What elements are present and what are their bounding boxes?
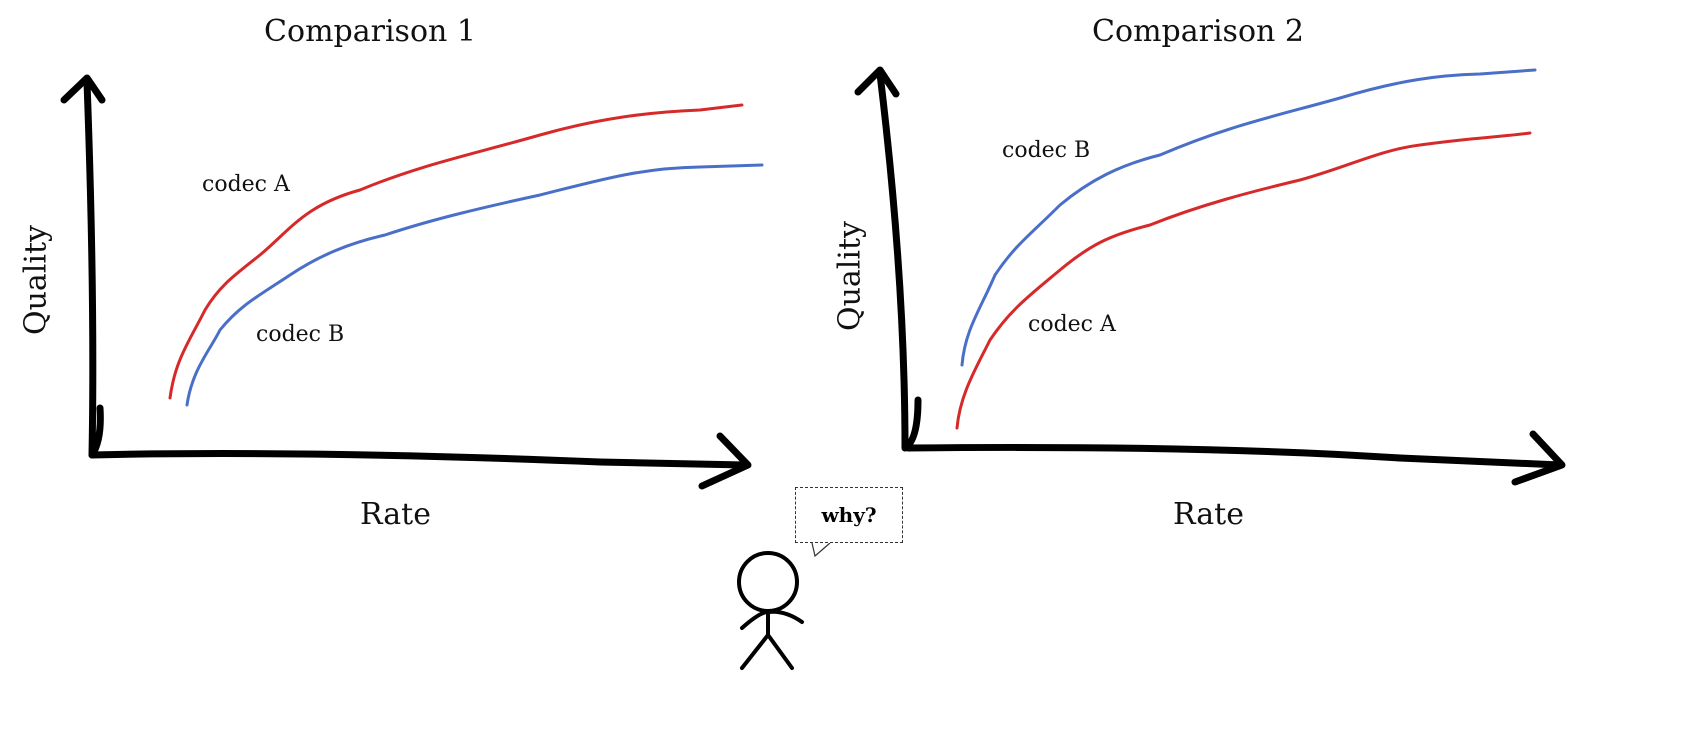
panel-1-codec-a-label: codec A [202,172,290,197]
codec-b-curve-1 [185,163,764,407]
panel-2-codec-b-label: codec B [1002,138,1091,163]
panel-1-codec-b-label: codec B [256,322,345,347]
codec-a-curve-1 [168,103,744,400]
panel-2-title: Comparison 2 [1092,14,1304,49]
codec-b-curve-2 [960,68,1537,367]
panel-1-title: Comparison 1 [264,14,476,49]
speech-bubble-text: why? [821,503,877,527]
panel-2-codec-a-label: codec A [1028,312,1116,337]
speech-bubble-tail [811,542,831,558]
stick-figure [737,551,804,670]
codec-a-curve-2 [955,131,1532,430]
panel-1-y-label: Quality [18,225,54,335]
panel-2-x-label: Rate [1173,497,1244,532]
panel-2-y-label: Quality [832,221,868,331]
speech-bubble: why? [795,487,903,543]
x-axis-2 [904,430,1566,486]
stick-figure-body [740,609,804,670]
panel-1-x-label: Rate [360,497,431,532]
x-axis-1 [88,432,752,490]
stick-figure-head [737,551,799,613]
y-axis-1 [60,74,106,459]
